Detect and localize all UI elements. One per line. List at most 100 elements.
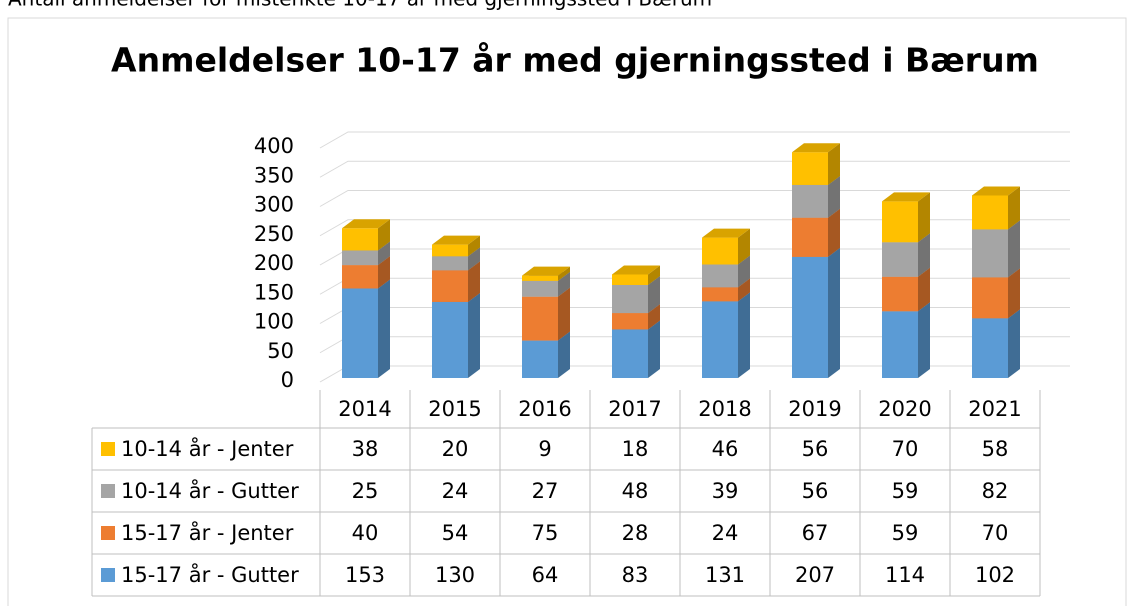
table-value: 46: [712, 437, 739, 461]
bar-segment-side: [378, 241, 390, 266]
y-tick-label: 300: [254, 193, 294, 217]
table-value: 24: [442, 479, 469, 503]
bar-segment-side: [918, 267, 930, 312]
bar-segment-side: [738, 228, 750, 265]
bar-segment: [342, 228, 378, 251]
bar-segment: [792, 184, 828, 218]
bar-segment-top: [342, 219, 390, 229]
table-value: 207: [795, 563, 835, 587]
bar-segment: [342, 250, 378, 266]
table-value: 70: [892, 437, 919, 461]
bar-segment: [702, 301, 738, 378]
legend-label: 10-14 år - Gutter: [121, 478, 299, 503]
table-value: 75: [532, 521, 559, 545]
bar-segment: [342, 265, 378, 289]
table-value: 24: [712, 521, 739, 545]
bar-segment-top: [612, 265, 660, 275]
bar-segment-side: [648, 265, 660, 285]
bar-segment: [702, 264, 738, 288]
bar-segment: [702, 237, 738, 265]
bar-segment-top: [432, 235, 480, 245]
y-tick-label: 200: [254, 251, 294, 275]
bar-segment-side: [738, 278, 750, 302]
bar-segment-top: [972, 186, 1020, 196]
bar-segment-top: [702, 228, 750, 238]
bar-segment: [702, 287, 738, 302]
bar-segment: [432, 256, 468, 271]
grid-line: [319, 131, 1070, 149]
x-tick-label: 2021: [968, 397, 1021, 421]
x-tick-label: 2016: [518, 397, 571, 421]
bar-segment-side: [1008, 220, 1020, 278]
table-value: 48: [622, 479, 649, 503]
table-value: 28: [622, 521, 649, 545]
bar-segment-top: [882, 192, 930, 202]
bar-segment: [792, 152, 828, 185]
chart-title: Anmeldelser 10-17 år med gjerningssted i…: [111, 41, 1039, 80]
bar-segment: [972, 277, 1008, 319]
y-tick-label: 400: [254, 134, 294, 158]
legend-key: [101, 442, 115, 456]
x-tick-label: 2018: [698, 397, 751, 421]
x-tick-label: 2015: [428, 397, 481, 421]
table-value: 54: [442, 521, 469, 545]
bar-segment: [792, 256, 828, 378]
table-value: 59: [892, 521, 919, 545]
table-value: 114: [885, 563, 925, 587]
table-value: 130: [435, 563, 475, 587]
table-value: 102: [975, 563, 1015, 587]
bar-segment-top: [792, 143, 840, 153]
bar-segment: [972, 318, 1008, 378]
x-tick-label: 2017: [608, 397, 661, 421]
table-value: 9: [538, 437, 551, 461]
bar-segment-side: [648, 320, 660, 378]
bar-segment: [522, 340, 558, 378]
bar-segment: [972, 195, 1008, 230]
bar-segment-side: [828, 247, 840, 378]
bar-segment: [522, 280, 558, 297]
bar-segment: [612, 329, 648, 378]
table-value: 83: [622, 563, 649, 587]
bar-segment-side: [378, 279, 390, 378]
bar-segment: [882, 311, 918, 378]
bar-segment-side: [828, 175, 840, 218]
bar-segment-side: [918, 233, 930, 277]
bar-segment-side: [738, 292, 750, 378]
bar-segment: [612, 284, 648, 314]
bar-segment: [432, 301, 468, 378]
table-value: 20: [442, 437, 469, 461]
bar-segment-side: [378, 219, 390, 251]
y-tick-label: 50: [267, 339, 294, 363]
x-tick-label: 2019: [788, 397, 841, 421]
bar-segment-top: [522, 266, 570, 276]
bar-segment-side: [468, 235, 480, 257]
table-value: 38: [352, 437, 379, 461]
y-tick-label: 150: [254, 280, 294, 304]
bar-segment-side: [558, 287, 570, 341]
table-value: 70: [982, 521, 1009, 545]
table-value: 27: [532, 479, 559, 503]
bar-segment: [342, 288, 378, 378]
bar-segment: [522, 275, 558, 281]
bar-segment-side: [558, 331, 570, 378]
table-value: 56: [802, 437, 829, 461]
bar-segment: [612, 274, 648, 285]
bar-segment: [972, 229, 1008, 278]
table-value: 39: [712, 479, 739, 503]
bar-segment: [432, 244, 468, 257]
bar-segment-side: [558, 271, 570, 297]
legend-label: 10-14 år - Jenter: [121, 436, 294, 461]
x-tick-label: 2014: [338, 397, 391, 421]
y-tick-label: 100: [254, 310, 294, 334]
table-value: 58: [982, 437, 1009, 461]
bar-segment-side: [468, 261, 480, 302]
legend-key: [101, 484, 115, 498]
legend-key: [101, 526, 115, 540]
table-value: 18: [622, 437, 649, 461]
table-value: 67: [802, 521, 829, 545]
bar-segment-side: [828, 143, 840, 185]
bar-segment: [882, 201, 918, 243]
table-value: 64: [532, 563, 559, 587]
y-tick-label: 350: [254, 163, 294, 187]
